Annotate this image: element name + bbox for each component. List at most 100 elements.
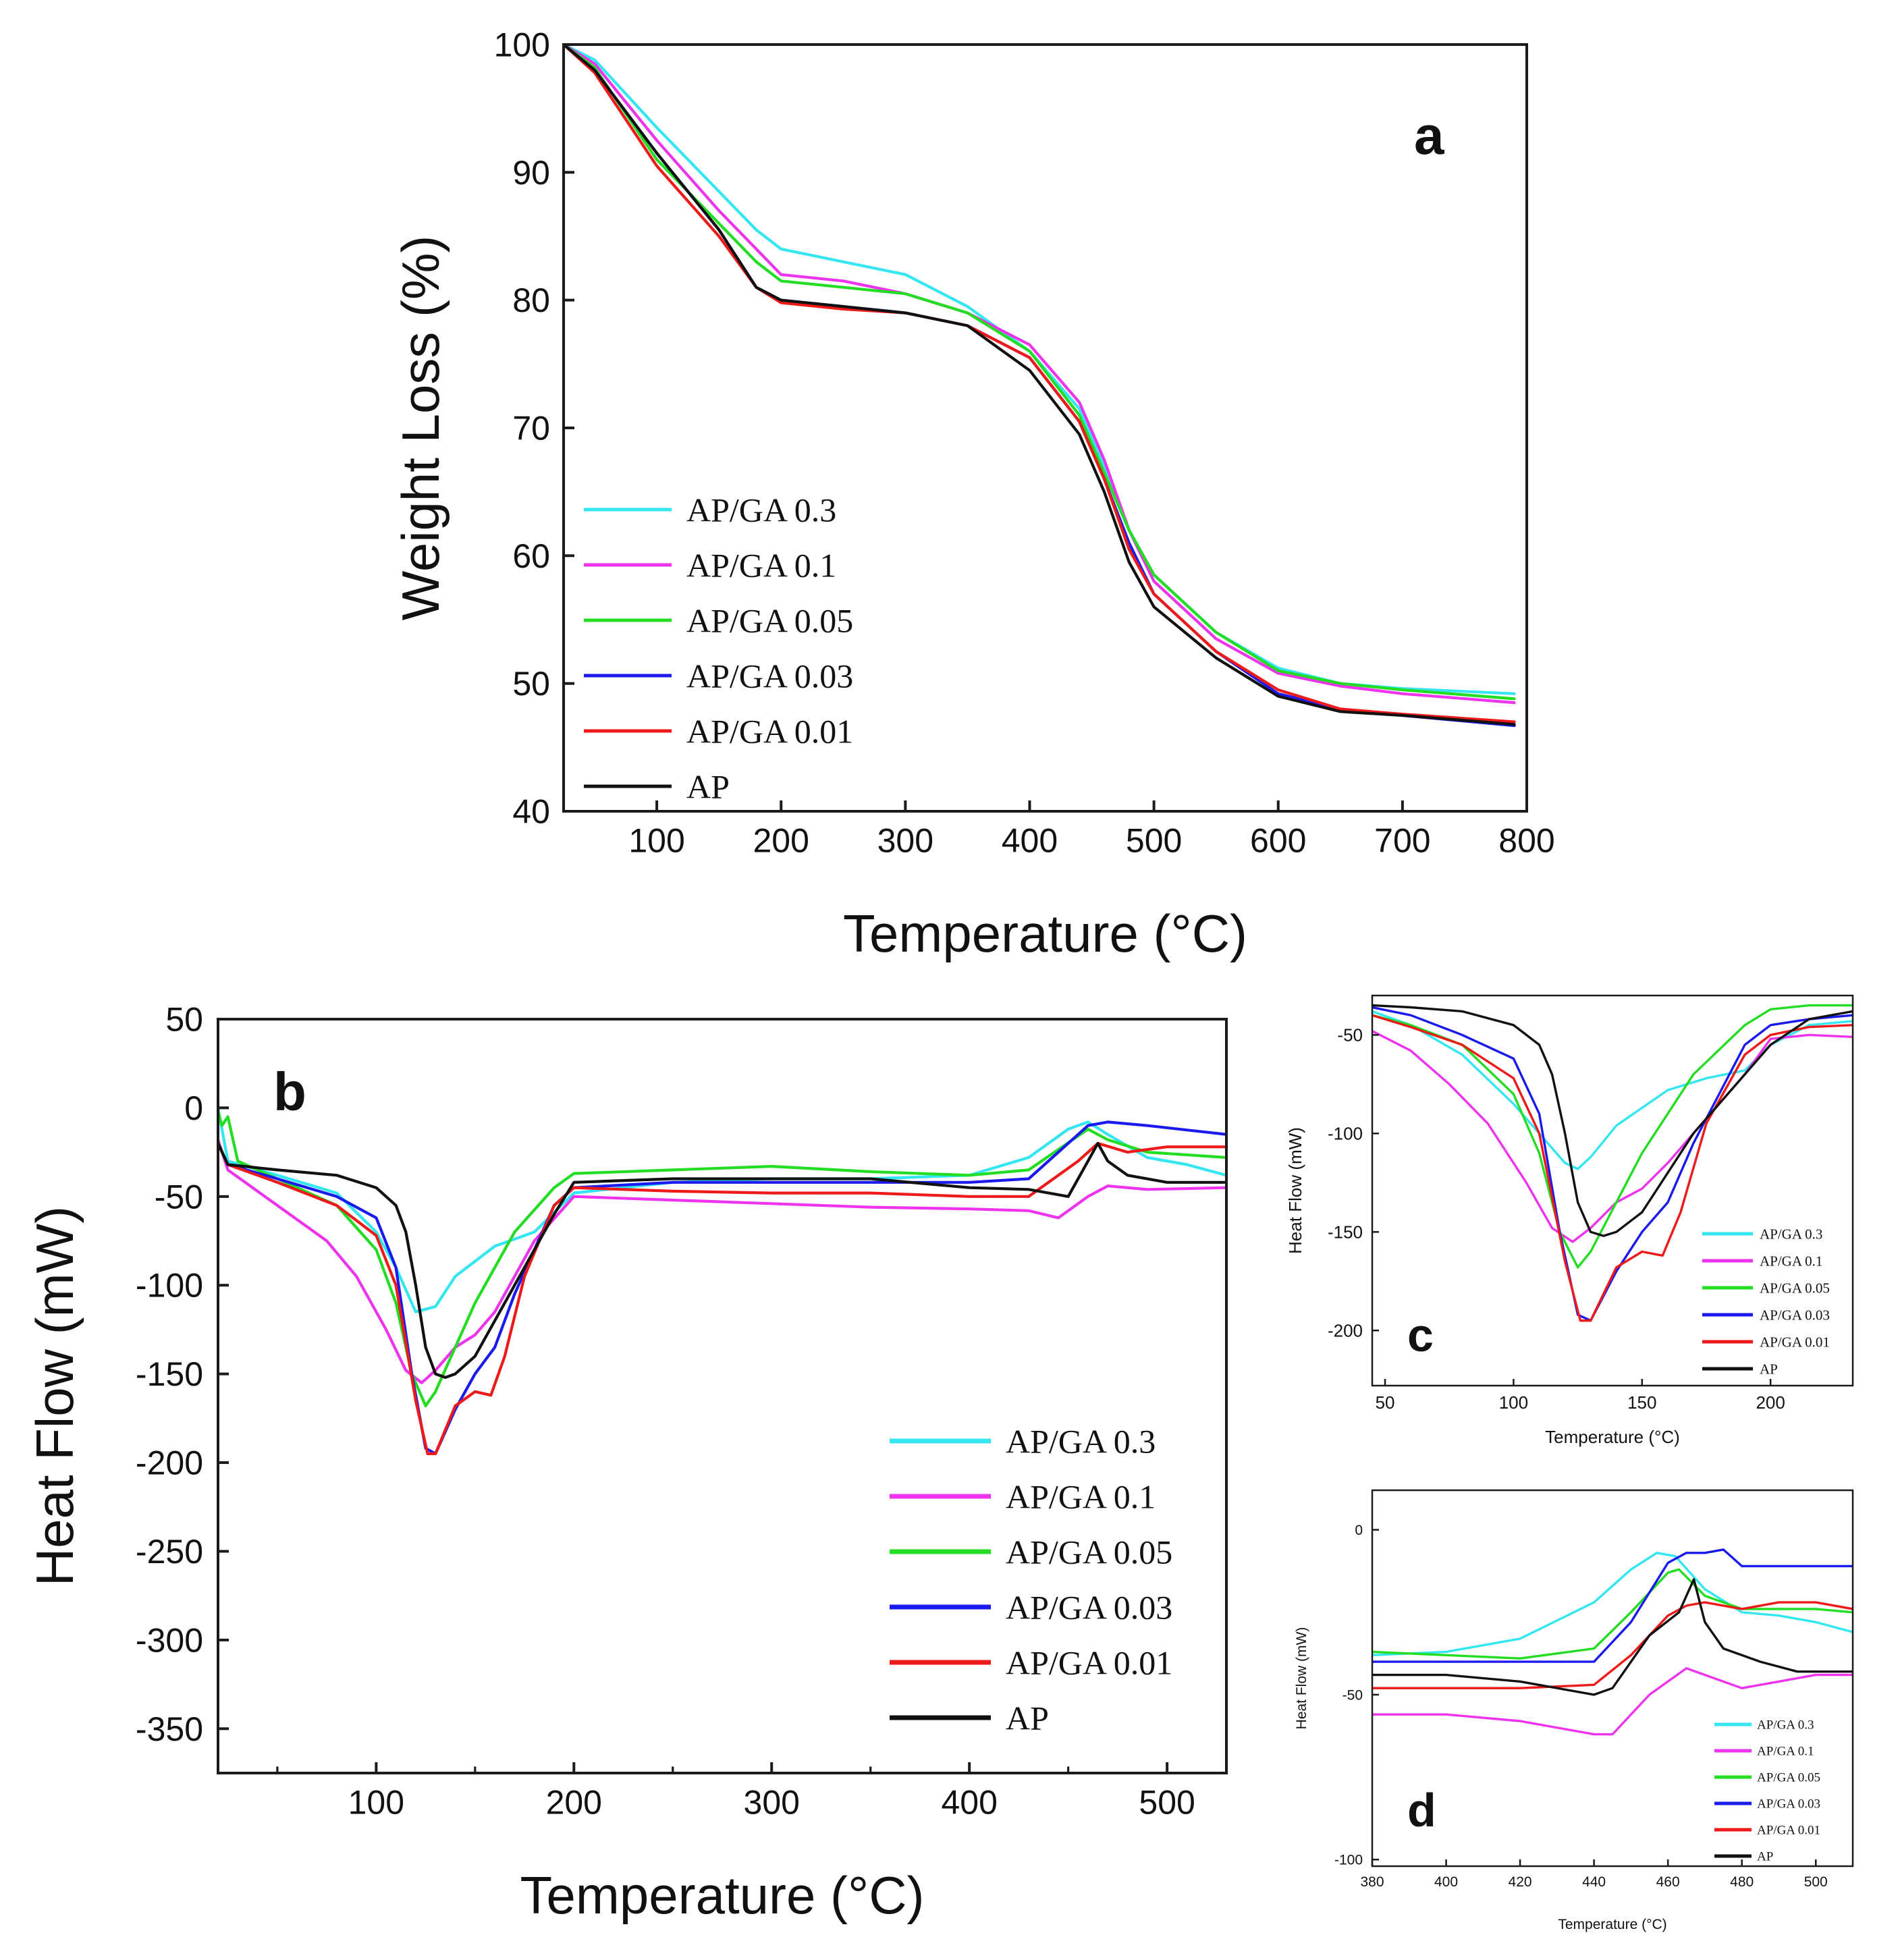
x-tick-label: 400	[941, 1784, 997, 1822]
panel-label: d	[1407, 1784, 1436, 1836]
y-tick-label: 80	[512, 281, 550, 319]
legend-entry: AP/GA 0.01	[1757, 1824, 1820, 1838]
x-tick-label: 700	[1374, 822, 1430, 860]
x-tick-label: 460	[1656, 1874, 1680, 1890]
x-tick-label: 200	[1756, 1392, 1785, 1413]
x-tick-label: 500	[1126, 822, 1182, 860]
y-axis-label: Heat Flow (mW)	[25, 1206, 84, 1586]
y-axis-label: Weight Loss (%)	[391, 236, 450, 621]
x-tick-label: 300	[744, 1784, 800, 1822]
legend-entry: AP/GA 0.01	[686, 713, 853, 751]
series-line-ap-ga-0-3	[1372, 1010, 1853, 1170]
legend-entry: AP/GA 0.05	[1006, 1533, 1172, 1571]
series-group	[1372, 1548, 1853, 1736]
legend-entry: AP/GA 0.3	[1757, 1718, 1814, 1733]
y-tick-label: -350	[136, 1710, 203, 1748]
x-axis-label: Temperature (°C)	[1558, 1917, 1666, 1932]
series-line-ap-ga-0-05	[218, 1110, 1226, 1408]
y-tick-label: 70	[512, 410, 550, 447]
legend-entry: AP/GA 0.05	[1757, 1771, 1820, 1785]
x-tick-label: 200	[546, 1784, 602, 1822]
y-tick-label: -100	[1334, 1853, 1363, 1868]
series-line-ap-ga-0-03	[1372, 1548, 1853, 1663]
panel-label: a	[1414, 105, 1444, 165]
series-line-ap-ga-0-1	[218, 1138, 1226, 1384]
series-line-ap	[218, 1141, 1226, 1379]
y-axis-label: Heat Flow (mW)	[1294, 1627, 1309, 1730]
panel-label: b	[273, 1062, 306, 1122]
series-line-ap-ga-0-03	[218, 1120, 1226, 1455]
series-line-ap-ga-0-1	[1372, 1667, 1853, 1736]
series-line-ap-ga-0-3	[218, 1106, 1226, 1313]
y-tick-label: 50	[512, 665, 550, 703]
series-line-ap	[1372, 1004, 1853, 1237]
x-tick-label: 480	[1730, 1874, 1754, 1890]
series-line-ap-ga-0-3	[1372, 1552, 1853, 1656]
x-tick-label: 420	[1509, 1874, 1532, 1890]
plot-frame	[562, 43, 1528, 813]
plot-frame	[1371, 994, 1854, 1387]
series-line-ap-ga-0-03	[1372, 1006, 1853, 1322]
legend-entry: AP/GA 0.03	[1757, 1797, 1820, 1812]
legend-entry: AP/GA 0.1	[1760, 1253, 1822, 1269]
y-tick-label: -200	[1328, 1320, 1363, 1340]
x-tick-label: 380	[1360, 1874, 1384, 1890]
plot-frame	[1371, 1489, 1854, 1868]
series-line-ap-ga-0-05	[1372, 1568, 1853, 1660]
legend-entry: AP	[686, 768, 730, 806]
panel-label: c	[1407, 1309, 1434, 1361]
x-tick-label: 50	[1376, 1392, 1395, 1413]
series-group	[218, 1106, 1226, 1455]
panel-d: 380 400 420 440 460 480 500 0 -50 -100 Temperature…	[1294, 1489, 1854, 1932]
y-tick-label: 60	[512, 537, 550, 575]
legend-entry: AP/GA 0.03	[1006, 1589, 1172, 1627]
y-axis-label: Heat Flow (mW)	[1285, 1127, 1305, 1254]
series-line-ap-ga-0-05	[564, 45, 1516, 701]
y-tick-label: -200	[136, 1444, 203, 1482]
x-axis-label: Temperature (°C)	[520, 1866, 924, 1925]
series-line-ap-ga-0-01	[218, 1141, 1226, 1455]
x-tick-label: 100	[348, 1784, 404, 1822]
legend: AP/GA 0.3 AP/GA 0.1 AP/GA 0.05 AP/GA 0.03 AP…	[584, 491, 853, 806]
legend-entry: AP/GA 0.3	[1006, 1423, 1156, 1461]
series-line-ap	[1372, 1578, 1853, 1696]
legend-entry: AP/GA 0.1	[686, 547, 836, 584]
x-axis-label: Temperature (°C)	[1545, 1427, 1680, 1447]
y-tick-label: -100	[136, 1267, 203, 1305]
x-tick-label: 500	[1804, 1874, 1828, 1890]
y-tick-label: -50	[1337, 1025, 1363, 1045]
x-tick-label: 800	[1498, 822, 1554, 860]
legend-entry: AP/GA 0.03	[686, 657, 853, 695]
legend-entry: AP/GA 0.03	[1760, 1307, 1830, 1323]
x-tick-label: 500	[1139, 1784, 1195, 1822]
x-tick-label: 400	[1434, 1874, 1458, 1890]
y-tick-label: -50	[1343, 1687, 1363, 1703]
y-tick-label: 40	[512, 793, 550, 831]
y-tick-label: -100	[1328, 1123, 1363, 1143]
series-group	[1372, 1004, 1853, 1322]
legend-entry: AP/GA 0.3	[686, 491, 836, 529]
series-line-ap-ga-0-01	[1372, 1601, 1853, 1689]
series-line-ap-ga-0-05	[1372, 1004, 1853, 1269]
legend-entry: AP	[1757, 1850, 1773, 1864]
legend-entry: AP/GA 0.01	[1006, 1644, 1172, 1682]
y-tick-label: -300	[136, 1621, 203, 1659]
x-tick-label: 100	[628, 822, 684, 860]
legend-entry: AP	[1760, 1361, 1778, 1377]
y-tick-label: -50	[155, 1178, 203, 1216]
series-line-ap-ga-0-01	[1372, 1014, 1853, 1322]
legend: AP/GA 0.3 AP/GA 0.1 AP/GA 0.05 AP/GA 0.03 AP…	[1714, 1718, 1820, 1864]
legend-entry: AP/GA 0.01	[1760, 1334, 1830, 1350]
legend-entry: AP/GA 0.05	[1760, 1280, 1830, 1296]
legend: AP/GA 0.3 AP/GA 0.1 AP/GA 0.05 AP/GA 0.03 AP…	[890, 1423, 1172, 1737]
panel-c: 50 100 150 200 -50 -100 -150 -200 Temperature (°…	[1285, 994, 1854, 1447]
series-line-ap	[564, 45, 1516, 726]
y-tick-label: 90	[512, 154, 550, 192]
series-line-ap-ga-0-1	[564, 45, 1516, 705]
legend-entry: AP/GA 0.05	[686, 602, 853, 640]
y-tick-label: 0	[1355, 1523, 1363, 1538]
x-tick-label: 440	[1582, 1874, 1606, 1890]
x-tick-label: 150	[1627, 1392, 1656, 1413]
y-tick-label: 100	[494, 26, 550, 64]
